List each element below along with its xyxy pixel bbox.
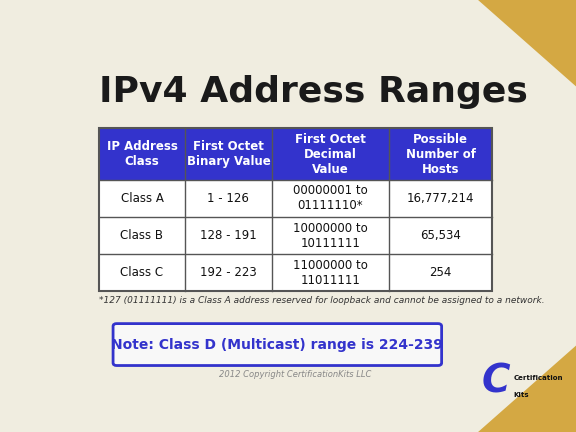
Bar	[99, 128, 491, 291]
Text: 00000001 to
01111110*: 00000001 to 01111110*	[293, 184, 368, 213]
Text: Class A: Class A	[120, 192, 164, 205]
Bar	[99, 180, 491, 217]
Text: 128 - 191: 128 - 191	[200, 229, 257, 242]
Polygon shape	[490, 0, 576, 43]
Text: 254: 254	[429, 266, 452, 279]
Text: Certification: Certification	[514, 375, 563, 381]
Bar	[99, 217, 491, 254]
Text: Note: Class D (Multicast) range is 224-239: Note: Class D (Multicast) range is 224-2…	[111, 337, 444, 352]
Text: 65,534: 65,534	[420, 229, 461, 242]
Text: C: C	[482, 362, 510, 400]
Text: 10000000 to
10111111: 10000000 to 10111111	[293, 222, 368, 250]
Bar	[99, 128, 491, 180]
Text: Kits: Kits	[514, 392, 529, 398]
Text: 2012 Copyright CertificationKits LLC: 2012 Copyright CertificationKits LLC	[219, 371, 372, 379]
Polygon shape	[415, 0, 576, 86]
Text: 11000000 to
11011111: 11000000 to 11011111	[293, 259, 368, 287]
Text: First Octet
Decimal
Value: First Octet Decimal Value	[295, 133, 366, 176]
Text: 1 - 126: 1 - 126	[207, 192, 249, 205]
Polygon shape	[415, 346, 576, 432]
Text: Class B: Class B	[120, 229, 164, 242]
Text: IP Address
Class: IP Address Class	[107, 140, 177, 168]
FancyBboxPatch shape	[113, 324, 442, 365]
Text: Class C: Class C	[120, 266, 164, 279]
Bar	[99, 254, 491, 291]
Text: IPv4 Address Ranges: IPv4 Address Ranges	[99, 75, 528, 109]
Text: 16,777,214: 16,777,214	[407, 192, 474, 205]
Text: 192 - 223: 192 - 223	[200, 266, 257, 279]
Text: Possible
Number of
Hosts: Possible Number of Hosts	[406, 133, 476, 176]
Text: *127 (01111111) is a Class A address reserved for loopback and cannot be assigne: *127 (01111111) is a Class A address res…	[99, 296, 544, 305]
Polygon shape	[490, 389, 576, 432]
Text: First Octet
Binary Value: First Octet Binary Value	[187, 140, 270, 168]
